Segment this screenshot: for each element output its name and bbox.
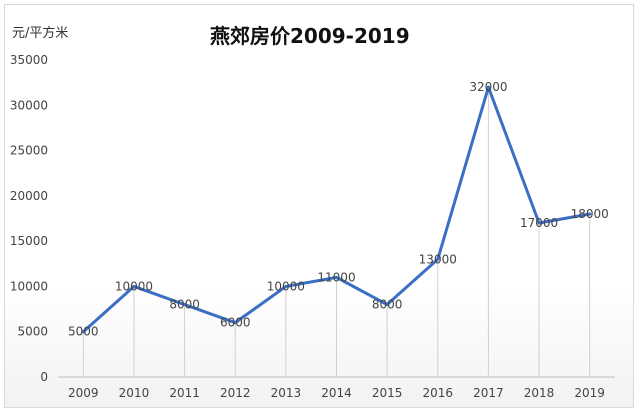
data-label: 8000	[372, 298, 403, 312]
x-tick-label: 2018	[524, 386, 555, 400]
data-point	[537, 221, 541, 225]
y-tick-label: 35000	[10, 53, 48, 67]
x-tick-label: 2009	[68, 386, 99, 400]
x-tick-label: 2011	[169, 386, 200, 400]
y-tick-label: 20000	[10, 189, 48, 203]
x-tick-label: 2012	[220, 386, 251, 400]
x-tick-label: 2014	[321, 386, 352, 400]
data-point	[335, 275, 338, 279]
chart-title: 燕郊房价2009-2019	[210, 24, 410, 48]
data-label: 32000	[469, 80, 507, 94]
y-tick-label: 15000	[10, 234, 48, 248]
x-tick-label: 2015	[372, 386, 403, 400]
data-point	[385, 303, 389, 307]
data-label: 17000	[520, 216, 558, 230]
data-label: 8000	[169, 298, 200, 312]
chart-frame	[4, 4, 634, 408]
data-point	[183, 303, 187, 307]
y-tick-label: 5000	[17, 325, 48, 339]
data-label: 13000	[419, 252, 457, 266]
y-tick-label: 25000	[10, 144, 48, 158]
y-tick-label: 0	[40, 370, 48, 384]
data-point	[132, 284, 136, 288]
x-tick-label: 2016	[422, 386, 453, 400]
data-point	[436, 257, 440, 261]
x-tick-label: 2013	[271, 386, 302, 400]
data-label: 18000	[571, 207, 609, 221]
x-tick-label: 2019	[574, 386, 605, 400]
y-tick-label: 10000	[10, 279, 48, 293]
x-tick-label: 2010	[119, 386, 150, 400]
y-tick-label: 30000	[10, 98, 48, 112]
data-point	[486, 85, 490, 89]
data-point	[588, 212, 592, 216]
data-point	[233, 321, 237, 325]
data-point	[284, 284, 288, 288]
data-label: 11000	[317, 270, 355, 284]
x-tick-label: 2017	[473, 386, 504, 400]
data-label: 5000	[68, 325, 99, 339]
data-point	[81, 330, 85, 334]
y-axis-unit-label: 元/平方米	[12, 26, 69, 41]
data-label: 10000	[267, 279, 305, 293]
data-label: 6000	[220, 316, 251, 330]
data-label: 10000	[115, 279, 153, 293]
